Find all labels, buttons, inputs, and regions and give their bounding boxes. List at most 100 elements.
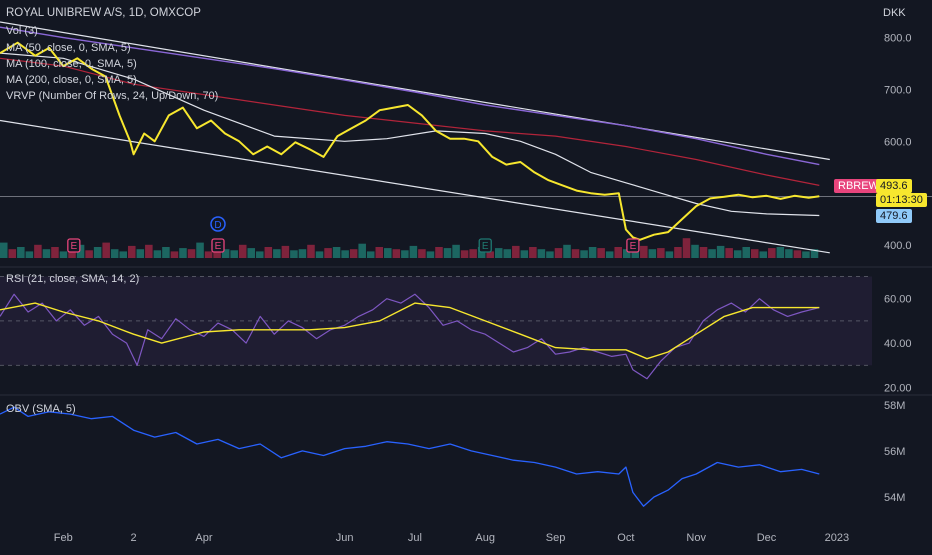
price-axis-tick: 700.0 xyxy=(884,84,912,96)
volume-bar xyxy=(238,244,247,258)
volume-bar xyxy=(708,249,716,258)
volume-bar xyxy=(503,249,512,258)
volume-bar xyxy=(247,248,256,258)
volume-bar xyxy=(59,251,68,258)
volume-bar xyxy=(597,248,605,258)
volume-bar xyxy=(580,250,588,258)
channel-top-line xyxy=(0,21,830,161)
volume-bar xyxy=(768,248,776,258)
volume-bar xyxy=(793,250,802,258)
price-axis-tick: 800.0 xyxy=(884,33,912,45)
volume-bar xyxy=(85,250,93,258)
earnings-marker-label: E xyxy=(630,241,637,252)
volume-bar xyxy=(691,244,699,258)
volume-bar xyxy=(281,245,290,258)
volume-bar xyxy=(110,249,119,258)
volume-bar xyxy=(486,251,494,258)
volume-bar xyxy=(640,245,648,258)
volume-bar xyxy=(494,248,503,258)
volume-bar xyxy=(366,251,375,258)
indicator-label-ma100[interactable]: MA (100, close, 0, SMA, 5) xyxy=(6,58,137,70)
volume-bar xyxy=(546,251,554,258)
volume-bar xyxy=(273,249,281,258)
volume-bar xyxy=(648,249,657,258)
earnings-marker-label: E xyxy=(215,241,222,252)
price-axis-tick: 600.0 xyxy=(884,136,912,148)
rsi-axis-tick: 40.00 xyxy=(884,338,912,350)
volume-bar xyxy=(93,247,102,258)
volume-bar xyxy=(264,247,273,258)
symbol-price-tag: RBREW xyxy=(834,179,883,193)
indicator-label-ma200[interactable]: MA (200, close, 0, SMA, 5) xyxy=(6,74,137,86)
rsi-axis-tick: 20.00 xyxy=(884,383,912,395)
volume-bar xyxy=(392,249,401,258)
volume-bar xyxy=(119,251,128,258)
volume-bar xyxy=(460,250,469,258)
time-axis-tick: Sep xyxy=(546,532,566,544)
time-axis-tick: Nov xyxy=(686,532,706,544)
volume-bar xyxy=(8,249,17,258)
volume-bar xyxy=(622,249,631,258)
chart-title[interactable]: ROYAL UNIBREW A/S, 1D, OMXCOP xyxy=(6,7,201,19)
volume-bar xyxy=(332,247,341,258)
volume-bar xyxy=(298,249,307,258)
volume-bar xyxy=(0,242,8,258)
volume-bar xyxy=(51,247,59,258)
obv-axis-tick: 56M xyxy=(884,446,905,458)
volume-bar xyxy=(443,248,452,258)
countdown-tag: 01:13:30 xyxy=(876,193,927,207)
obv-pane-title[interactable]: OBV (SMA, 5) xyxy=(6,403,76,415)
volume-bar xyxy=(614,247,622,258)
volume-bar xyxy=(571,249,580,258)
volume-bar xyxy=(162,247,170,258)
volume-bar xyxy=(682,238,691,258)
time-axis-tick: Aug xyxy=(475,532,495,544)
volume-bar xyxy=(349,249,358,258)
volume-bar xyxy=(34,244,42,258)
time-axis-tick: Apr xyxy=(195,532,212,544)
time-axis-tick: Jul xyxy=(408,532,422,544)
indicator-label-vrvp[interactable]: VRVP (Number Of Rows, 24, Up/Down, 70) xyxy=(6,90,219,102)
earnings-marker[interactable] xyxy=(211,238,225,253)
volume-bar xyxy=(725,248,733,258)
indicator-label-ma50[interactable]: MA (50, close, 0, SMA, 5) xyxy=(6,42,131,54)
volume-bar xyxy=(537,249,546,258)
currency-label: DKK xyxy=(883,7,906,19)
earnings-marker[interactable] xyxy=(67,238,81,253)
last-price-tag: 493.6 xyxy=(876,179,912,193)
volume-bar xyxy=(785,249,793,258)
volume-bar xyxy=(384,248,392,258)
price-axis-tick: 400.0 xyxy=(884,240,912,252)
volume-bar xyxy=(401,250,409,258)
volume-bar xyxy=(358,243,366,258)
volume-bar xyxy=(196,242,204,258)
volume-bar xyxy=(452,244,460,258)
time-axis-tick: Oct xyxy=(617,532,634,544)
price-line xyxy=(0,41,820,241)
ma200-line xyxy=(0,26,820,166)
volume-bar xyxy=(42,249,51,258)
volume-bar xyxy=(102,242,110,258)
volume-bar xyxy=(230,250,238,258)
volume-bar xyxy=(469,249,477,258)
volume-bar xyxy=(529,247,537,258)
indicator-label-vol[interactable]: Vol (3) xyxy=(6,25,38,37)
volume-bar xyxy=(435,247,443,258)
volume-bar xyxy=(733,250,742,258)
time-axis-tick: Jun xyxy=(336,532,354,544)
obv-axis-tick: 54M xyxy=(884,492,905,504)
earnings-marker[interactable] xyxy=(626,238,640,253)
earnings-marker[interactable] xyxy=(478,238,492,253)
volume-bar xyxy=(759,251,768,258)
volume-bar xyxy=(204,251,213,258)
volume-bar xyxy=(418,249,426,258)
volume-bar xyxy=(605,251,614,258)
dividend-marker[interactable] xyxy=(210,216,226,232)
rsi-pane-title[interactable]: RSI (21, close, SMA, 14, 2) xyxy=(6,273,140,285)
time-axis-tick: Dec xyxy=(757,532,777,544)
time-axis-tick: 2 xyxy=(131,532,137,544)
volume-bar xyxy=(520,250,529,258)
